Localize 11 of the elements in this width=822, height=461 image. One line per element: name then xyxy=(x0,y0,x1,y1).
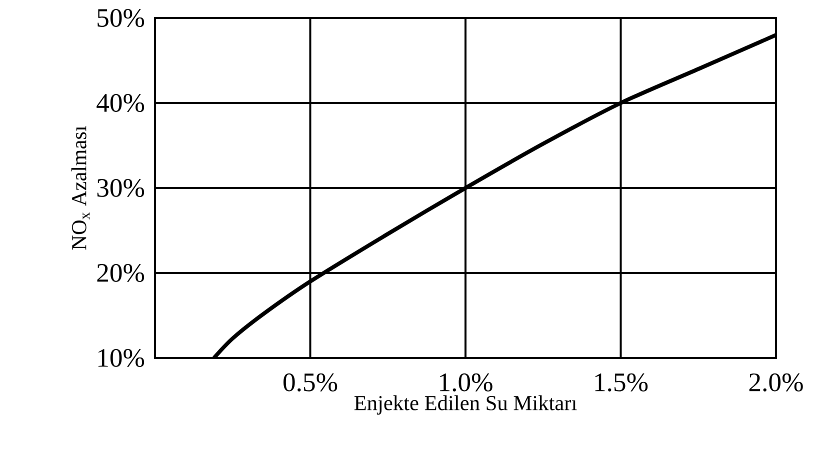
y-tick-label: 20% xyxy=(97,264,144,282)
x-tick-label: 0.5% xyxy=(284,373,338,392)
x-tick-label: 2.0% xyxy=(749,373,803,392)
x-tick-label: 1.5% xyxy=(595,373,648,392)
y-tick-label: 30% xyxy=(97,178,144,198)
x-axis-title: Enjekte Edilen Su Miktarı xyxy=(354,395,577,415)
x-tick-label: 1.0% xyxy=(440,373,492,392)
y-tick-label: 10% xyxy=(98,348,144,368)
y-tick-label: 40% xyxy=(96,94,144,112)
y-tick-label: 50% xyxy=(98,8,144,28)
y-axis-title: NO$_{x}$ Azalması xyxy=(71,126,90,250)
